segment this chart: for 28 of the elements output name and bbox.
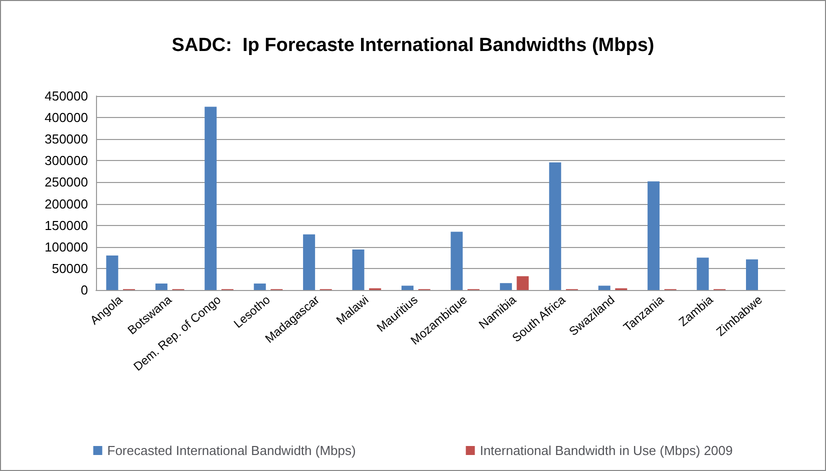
bar [352, 249, 364, 290]
y-tick-label: 400000 [44, 110, 88, 126]
bar [254, 284, 266, 290]
chart-title: SADC: Ip Forecaste International Bandwidths (Mbps) [172, 35, 654, 56]
bar [648, 181, 660, 290]
bar [303, 234, 316, 290]
y-tick-label: 450000 [44, 88, 88, 104]
bar [516, 276, 529, 290]
bar [500, 283, 512, 290]
y-tick-label: 50000 [52, 260, 88, 276]
y-tick-label: 200000 [44, 196, 88, 212]
bar [696, 258, 709, 290]
bar [155, 284, 168, 290]
y-tick-label: 250000 [44, 174, 88, 190]
legend-label: Forecasted International Bandwidth (Mbps) [107, 443, 356, 458]
bar [598, 286, 610, 290]
y-tick-label: 150000 [44, 218, 88, 233]
y-tick-label: 100000 [44, 239, 88, 254]
legend-label: International Bandwidth in Use (Mbps) 2009 [480, 443, 733, 458]
y-tick-label: 0 [80, 282, 88, 298]
bar [450, 232, 463, 290]
y-tick-label: 300000 [44, 153, 88, 168]
bar [106, 256, 118, 290]
bar [401, 286, 414, 290]
y-tick-label: 350000 [44, 132, 88, 147]
bar [204, 106, 217, 290]
bar [549, 162, 562, 290]
bar [746, 259, 758, 290]
